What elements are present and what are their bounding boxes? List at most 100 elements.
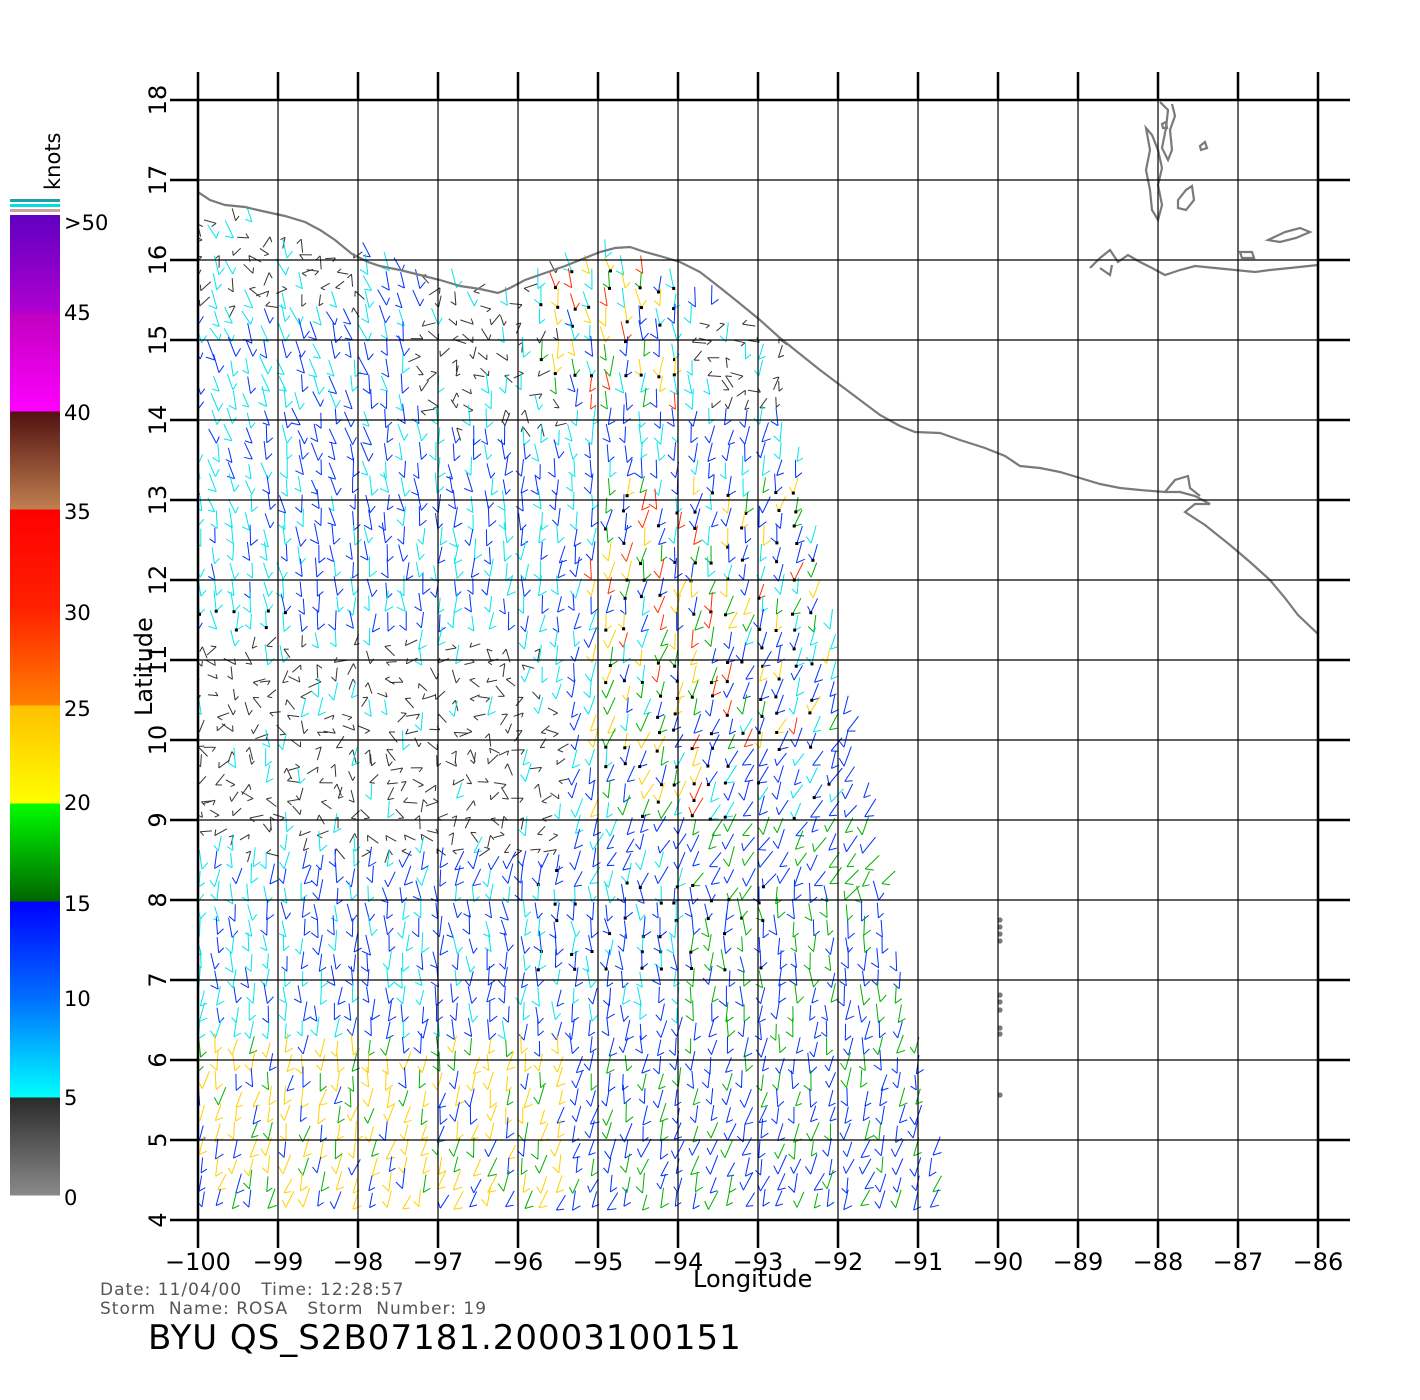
wind-barb — [602, 554, 609, 562]
wind-barb — [584, 472, 592, 478]
wind-vector — [537, 884, 540, 901]
wind-vector — [422, 694, 436, 700]
wind-vector — [778, 983, 781, 1003]
wind-vector — [403, 865, 412, 886]
wind-barb — [314, 520, 322, 526]
rain-flag-mark — [791, 612, 794, 616]
wind-vector — [314, 557, 318, 578]
wind-barb — [486, 454, 493, 460]
wind-vector — [198, 919, 201, 937]
wind-barb — [564, 437, 573, 442]
wind-barb — [402, 367, 410, 374]
wind-barb — [518, 1034, 525, 1041]
wind-barb — [452, 996, 460, 1003]
wind-vector — [760, 1118, 764, 1139]
wind-barb — [759, 556, 767, 562]
wind-barb — [641, 1069, 651, 1074]
wind-barb — [557, 536, 565, 544]
wind-barb — [603, 880, 609, 888]
wind-vector — [267, 492, 271, 510]
wind-vector — [828, 1089, 834, 1107]
wind-barb — [711, 882, 720, 885]
wind-vector — [433, 565, 437, 582]
wind-vector — [226, 407, 233, 424]
wind-vector — [657, 701, 663, 718]
wind-barb — [659, 1118, 669, 1123]
wind-vector — [302, 1157, 309, 1176]
wind-barb — [251, 1135, 259, 1138]
wind-vector — [421, 408, 435, 412]
wind-barb — [811, 829, 819, 833]
wind-vector — [828, 1072, 836, 1088]
wind-barb — [788, 1185, 795, 1193]
wind-vector — [586, 968, 591, 988]
wind-vector — [366, 952, 369, 972]
wind-barb — [214, 863, 222, 869]
wind-vector — [419, 836, 424, 854]
wind-vector — [336, 596, 339, 612]
wind-vector — [624, 304, 628, 322]
wind-barb — [571, 713, 579, 718]
wind-barb — [327, 507, 335, 512]
wind-vector — [318, 934, 323, 955]
wind-vector — [244, 442, 253, 460]
wind-vector — [640, 682, 644, 699]
wind-vector — [541, 852, 549, 869]
latitude-tick-label: 9 — [144, 812, 172, 827]
wind-vector — [334, 1139, 337, 1159]
wind-vector — [199, 990, 205, 1007]
wind-vector — [625, 392, 628, 411]
wind-vector — [349, 610, 354, 629]
wind-barb — [210, 984, 219, 990]
wind-vector — [655, 318, 659, 339]
wind-barb — [297, 1046, 304, 1055]
wind-vector — [621, 271, 626, 289]
rain-flag-mark — [556, 305, 560, 309]
wind-barb — [416, 965, 424, 971]
wind-barb — [642, 1120, 652, 1126]
rain-flag-mark — [793, 628, 797, 632]
wind-vector — [641, 664, 646, 683]
wind-vector — [357, 323, 369, 342]
wind-barb — [352, 386, 358, 392]
wind-vector — [574, 950, 577, 970]
rain-flag-mark — [658, 593, 662, 597]
wind-barb — [248, 784, 252, 790]
wind-vector — [624, 512, 628, 531]
wind-vector — [813, 837, 827, 853]
wind-vector — [590, 394, 593, 410]
wind-barb — [422, 1102, 430, 1108]
wind-vector — [539, 330, 546, 344]
wind-barb — [755, 1085, 762, 1092]
wind-barb — [198, 543, 202, 547]
wind-vector — [829, 681, 835, 697]
wind-vector — [551, 353, 556, 374]
rain-flag-mark — [827, 782, 831, 786]
wind-vector — [589, 1036, 593, 1053]
wind-barb — [643, 540, 652, 547]
wind-vector — [366, 986, 370, 1003]
wind-barb — [819, 911, 828, 918]
wind-vector — [462, 333, 474, 344]
wind-barb — [364, 749, 370, 755]
rain-flag-mark — [625, 494, 629, 498]
wind-vector — [316, 746, 322, 761]
wind-vector — [759, 850, 774, 868]
wind-barb — [363, 255, 371, 258]
wind-vector — [541, 595, 543, 614]
wind-barb — [244, 1064, 252, 1072]
wind-barb — [538, 1205, 548, 1209]
wind-barb — [706, 340, 712, 346]
wind-barb — [456, 427, 463, 431]
wind-barb — [846, 865, 855, 868]
wind-vector — [607, 1072, 611, 1092]
wind-vector — [523, 1023, 528, 1041]
wind-barb — [372, 627, 381, 633]
wind-barb — [626, 831, 635, 836]
rain-flag-mark — [234, 628, 238, 632]
wind-vector — [793, 632, 800, 650]
wind-vector — [473, 538, 477, 560]
rain-flag-mark — [623, 746, 627, 750]
wind-barb — [635, 843, 641, 850]
wind-vector — [758, 766, 769, 784]
